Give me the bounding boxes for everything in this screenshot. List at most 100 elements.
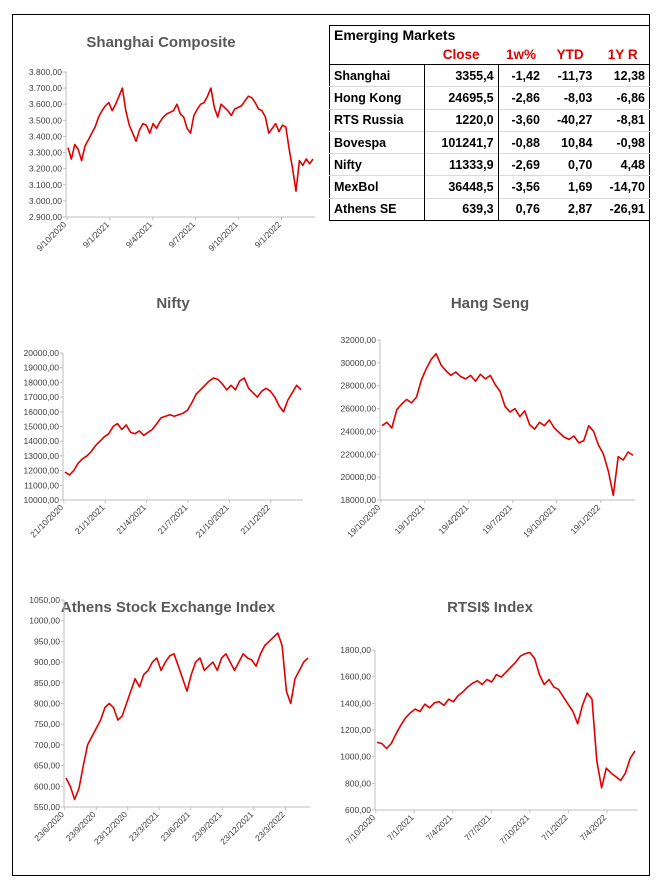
table-row: Athens SE 639,3 0,76 2,87 -26,91 [329,197,650,221]
y-tick-label: 3.000,00 [29,196,62,206]
athens-chart-svg: Athens Stock Exchange Index 550,00 600,00 6… [29,595,310,846]
y-tick-label: 1800,00 [340,645,371,655]
x-tick-label: 7/4/2021 [424,812,455,843]
row-name: Bovespa [329,130,425,154]
row-value-ytd: -8,03 [543,86,597,110]
x-tick-label: 7/7/2021 [462,812,493,843]
y-tick-label: 1000,00 [340,752,371,762]
row-value-y1: -0,98 [596,130,650,154]
table-title-row: Emerging Markets [330,26,650,45]
y-tick-label: 3.400,00 [29,131,62,141]
x-tick-label: 9/10/2021 [206,219,240,253]
y-tick-label: 18000,00 [341,495,377,505]
table-body: Shanghai 3355,4 -1,42 -11,73 12,38 Hong Kong 2… [329,63,650,221]
row-name: Nifty [329,153,425,176]
y-tick-label: 22000,00 [341,449,377,459]
x-tick-label: 7/10/2021 [497,812,531,846]
y-tick-label: 1000,00 [29,616,60,626]
row-value-w1: -3,56 [498,175,544,199]
y-tick-label: 3.700,00 [29,83,62,93]
y-tick-label: 2.900,00 [29,212,62,222]
y-tick-label: 17000,00 [24,392,60,402]
row-name: RTS Russia [329,108,425,132]
y-tick-label: 1050,00 [29,595,60,605]
chart-title: Hang Seng [451,295,529,312]
y-tick-label: 800,00 [34,699,60,709]
series-line [64,377,302,476]
row-value-w1: -2,86 [498,86,544,110]
y-tick-label: 3.500,00 [29,115,62,125]
row-value-w1: -2,69 [498,153,544,176]
row-value-y1: 12,38 [596,63,650,87]
y-tick-label: 1200,00 [340,725,371,735]
row-value-w1: -1,42 [498,63,544,87]
y-tick-label: 28000,00 [341,381,377,391]
header-name [329,44,425,65]
x-tick-label: 23/12/2021 [218,809,255,846]
y-tick-label: 20000,00 [341,472,377,482]
chart-title: Athens Stock Exchange Index [61,599,276,616]
x-tick-label: 23/3/2022 [253,809,287,843]
y-tick-label: 1600,00 [340,672,371,682]
row-value-w1: -0,88 [498,130,544,154]
y-tick-label: 600,00 [34,781,60,791]
y-tick-label: 3.100,00 [29,180,62,190]
x-tick-label: 23/3/2021 [127,809,161,843]
x-tick-label: 19/4/2021 [436,502,470,536]
row-value-close: 11333,9 [424,153,499,176]
x-tick-label: 7/10/2020 [343,812,377,846]
row-value-y1: -6,86 [596,86,650,110]
row-value-y1: -26,91 [596,197,650,221]
page-frame [12,14,650,876]
y-tick-label: 3.800,00 [29,67,62,77]
row-value-close: 1220,0 [424,108,499,132]
table-row: Hong Kong 24695,5 -2,86 -8,03 -6,86 [329,86,650,110]
row-value-y1: 4,48 [596,153,650,176]
table-title: Emerging Markets [334,27,456,43]
row-value-ytd: 2,87 [543,197,597,221]
row-name: Shanghai [329,63,425,87]
y-tick-label: 3.600,00 [29,99,62,109]
row-value-ytd: 0,70 [543,153,597,176]
header-ytd: YTD [543,44,597,65]
header-close: Close [424,44,499,65]
nifty-chart: Nifty 10000,00 11000,00 12000,00 13000,00 140… [18,288,318,548]
y-tick-label: 13000,00 [24,451,60,461]
row-value-close: 639,3 [424,197,499,221]
series-line [67,87,314,192]
x-tick-label: 7/1/2021 [385,812,416,843]
row-name: Hong Kong [329,86,425,110]
table-row: MexBol 36448,5 -3,56 1,69 -14,70 [329,175,650,199]
y-tick-label: 700,00 [34,740,60,750]
row-name: MexBol [329,175,425,199]
y-tick-label: 1400,00 [340,698,371,708]
x-tick-label: 23/12/2020 [92,809,129,846]
y-tick-label: 550,00 [34,802,60,812]
row-value-y1: -8,81 [596,108,650,132]
rtsi-chart-svg: RTSI$ Index 600,00 800,00 1000,00 1200,00 140… [340,599,637,846]
table-row: Shanghai 3355,4 -1,42 -11,73 12,38 [329,63,650,87]
row-value-w1: 0,76 [498,197,544,221]
chart-title: Nifty [156,295,190,312]
x-tick-label: 9/7/2021 [167,219,198,250]
x-tick-label: 19/1/2021 [392,502,426,536]
row-value-y1: -14,70 [596,175,650,199]
table-row: RTS Russia 1220,0 -3,60 -40,27 -8,81 [329,108,650,132]
row-value-close: 101241,7 [424,130,499,154]
y-tick-label: 32000,00 [341,335,377,345]
header-1w: 1w% [498,44,544,65]
header-1y: 1Y R [596,44,650,65]
series-line [381,352,634,497]
y-tick-label: 850,00 [34,678,60,688]
x-tick-label: 19/1/2022 [568,502,602,536]
y-tick-label: 19000,00 [24,363,60,373]
nifty-chart-svg: Nifty 10000,00 11000,00 12000,00 13000,00 140… [24,295,303,539]
y-tick-label: 600,00 [345,805,371,815]
series-line [65,632,309,801]
y-tick-label: 650,00 [34,761,60,771]
shanghai-composite-chart: Shanghai Composite 2.900,00 3.000,00 3.100,… [18,25,323,275]
shanghai-chart-svg: Shanghai Composite 2.900,00 3.000,00 3.100,… [29,34,315,253]
x-tick-label: 21/1/2022 [238,502,272,536]
rtsi-chart: RTSI$ Index 600,00 800,00 1000,00 1200,00 140… [325,590,645,870]
y-tick-label: 18000,00 [24,377,60,387]
